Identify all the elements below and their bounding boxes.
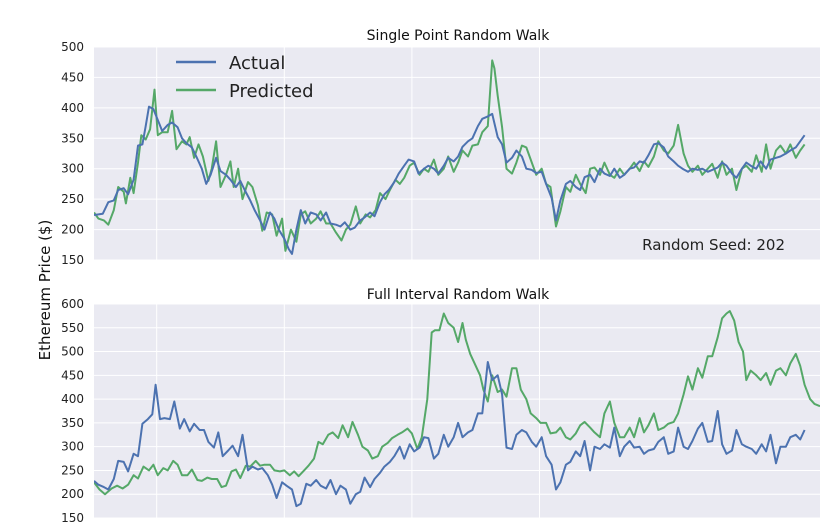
chart-title-bottom: Full Interval Random Walk (367, 287, 550, 303)
chart-title-top: Single Point Random Walk (367, 28, 551, 44)
y-tick-label-150: 150 (61, 511, 84, 525)
series-line-actual-bottom (94, 361, 806, 508)
series-lines-top (94, 59, 806, 255)
grid-bottom (94, 303, 820, 519)
series-line-predicted-bottom (94, 310, 820, 496)
y-ticks-top: 150 200 250 300 350 400 450 500 (61, 40, 84, 267)
random-seed-annotation: Random Seed: 202 (642, 236, 785, 254)
y-tick-label-400: 400 (61, 101, 84, 115)
y-tick-label-400: 400 (61, 392, 84, 406)
y-tick-label-250: 250 (61, 192, 84, 206)
y-tick-label-200: 200 (61, 223, 84, 237)
y-tick-label-200: 200 (61, 487, 84, 501)
y-tick-label-300: 300 (61, 440, 84, 454)
legend: Actual Predicted (176, 53, 314, 102)
y-tick-label-150: 150 (61, 253, 84, 267)
y-tick-label-550: 550 (61, 321, 84, 335)
y-tick-label-500: 500 (61, 345, 84, 359)
series-line-actual-top (94, 105, 806, 255)
y-axis-label: Ethereum Price ($) (36, 220, 54, 361)
legend-label-predicted: Predicted (229, 81, 314, 102)
panel-full-interval: 150 200 250 300 350 400 450 500 550 600 Full Inte… (61, 287, 820, 525)
y-tick-label-350: 350 (61, 131, 84, 145)
y-tick-label-300: 300 (61, 162, 84, 176)
legend-label-actual: Actual (229, 53, 285, 74)
series-lines-bottom (94, 310, 820, 508)
y-tick-label-500: 500 (61, 40, 84, 54)
y-tick-label-350: 350 (61, 416, 84, 430)
series-line-predicted-top (94, 59, 806, 252)
plot-area-top (94, 47, 820, 260)
y-tick-label-600: 600 (61, 297, 84, 311)
grid-top (94, 46, 820, 261)
y-ticks-bottom: 150 200 250 300 350 400 450 500 550 600 (61, 297, 84, 525)
y-tick-label-450: 450 (61, 368, 84, 382)
y-tick-label-450: 450 (61, 70, 84, 84)
panel-single-point: 150 200 250 300 350 400 450 500 Single Point Ra… (61, 28, 820, 267)
y-tick-label-250: 250 (61, 463, 84, 477)
